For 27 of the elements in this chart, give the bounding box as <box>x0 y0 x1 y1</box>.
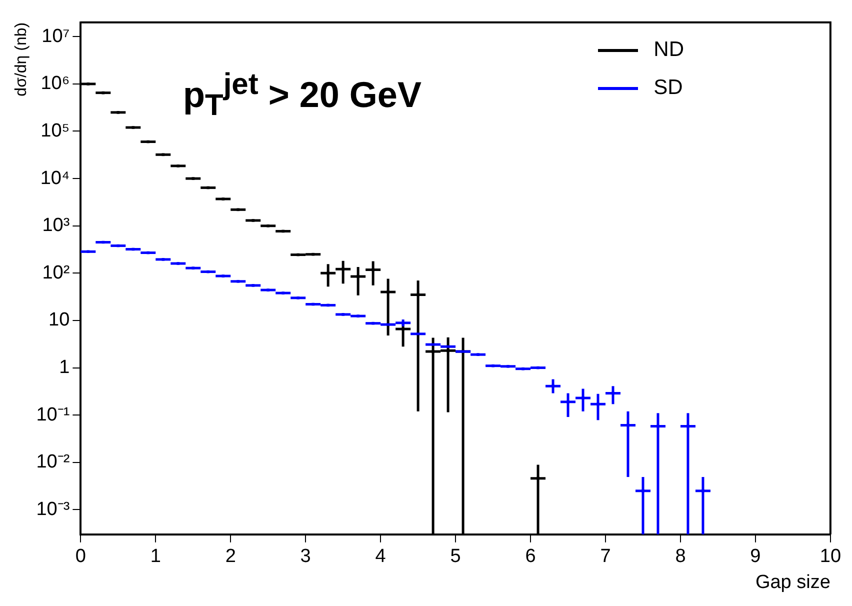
y-tick-label: 10³ <box>42 215 70 236</box>
legend-label: ND <box>654 38 684 62</box>
x-tick-label: 5 <box>450 546 461 568</box>
y-tick-label: 10⁷ <box>42 26 70 47</box>
x-tick-label: 8 <box>675 546 686 568</box>
x-tick-label: 6 <box>525 546 536 568</box>
x-tick-label: 4 <box>375 546 386 568</box>
x-tick-label: 2 <box>225 546 236 568</box>
x-tick-label: 9 <box>750 546 761 568</box>
x-axis-title: Gap size <box>755 572 830 593</box>
y-tick-label: 10⁴ <box>40 168 70 189</box>
y-tick-label: 10⁻³ <box>36 498 70 520</box>
y-tick-label: 10⁻¹ <box>36 404 70 426</box>
x-tick-label: 0 <box>75 546 86 568</box>
y-tick-label: 10 <box>48 310 70 331</box>
y-tick-label: 10⁻² <box>36 452 70 473</box>
x-tick-label: 10 <box>820 546 842 568</box>
x-tick-label: 1 <box>150 546 161 568</box>
y-tick-label: 1 <box>59 356 70 378</box>
x-tick-label: 3 <box>300 546 311 568</box>
legend-label: SD <box>654 76 683 100</box>
y-tick-label: 10⁶ <box>40 73 70 94</box>
annotation: p$_{T}$$^{jet}$ > 20 GeV <box>183 68 422 124</box>
y-axis-title: dσ/dη (nb) <box>13 22 30 96</box>
y-tick-label: 10⁵ <box>40 120 70 142</box>
y-tick-label: 10² <box>42 262 70 284</box>
x-tick-label: 7 <box>600 546 611 568</box>
